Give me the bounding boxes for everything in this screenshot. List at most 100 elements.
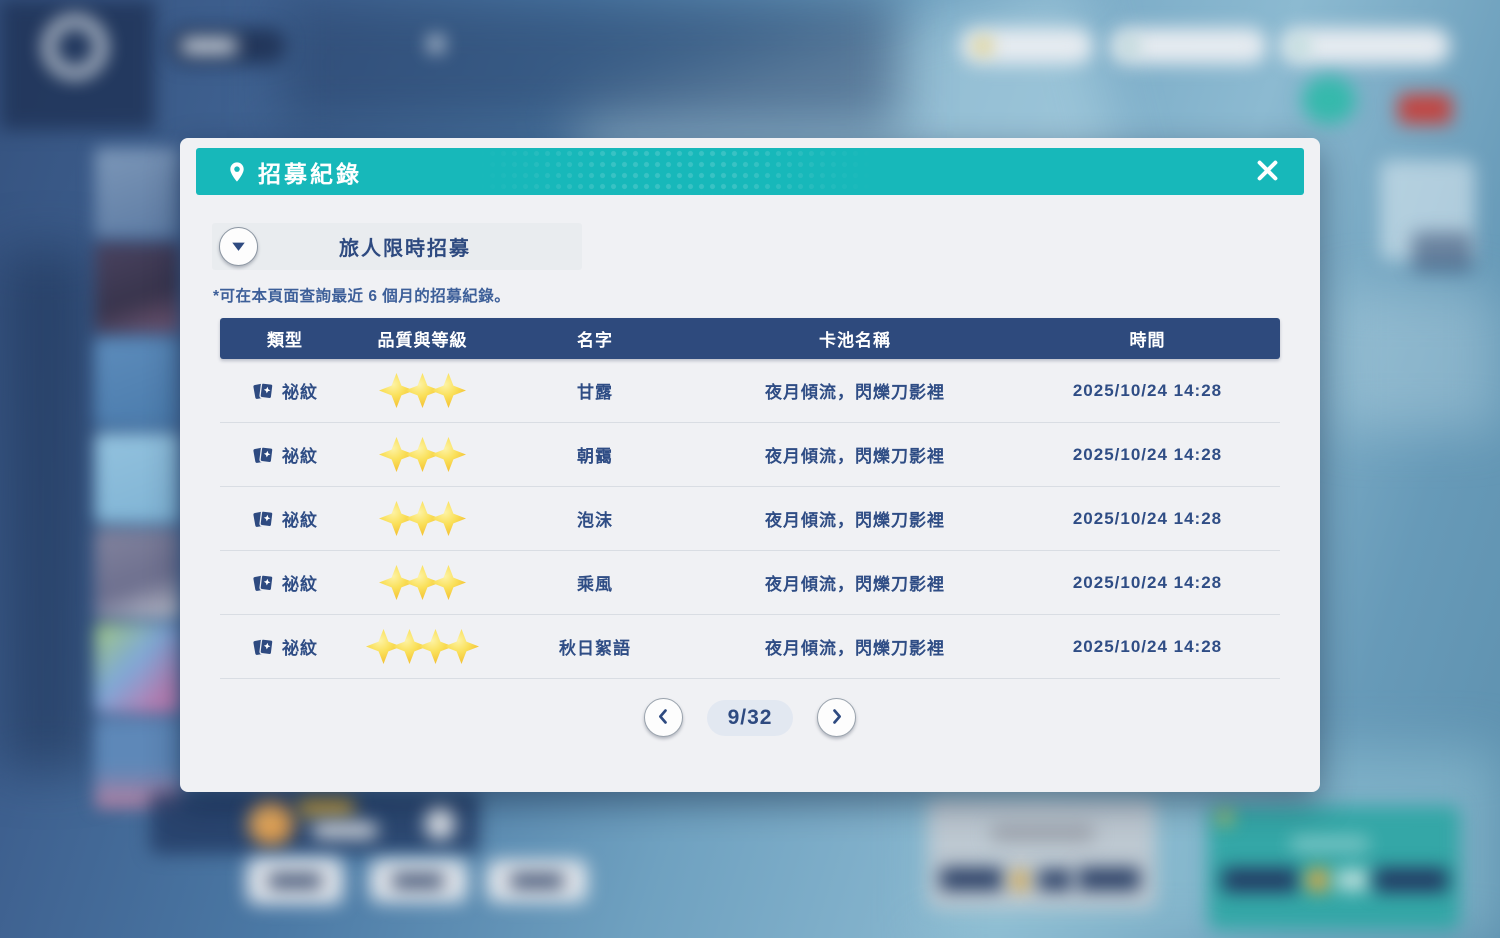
star-rating — [350, 629, 495, 664]
item-name: 朝靄 — [577, 447, 613, 466]
column-header-type: 類型 — [267, 331, 303, 350]
close-button[interactable] — [1244, 150, 1290, 194]
next-page-button[interactable] — [817, 698, 856, 737]
sparkle-star-icon — [431, 501, 466, 536]
bg-blob — [248, 800, 294, 846]
bg-blob — [1292, 38, 1308, 54]
star-rating — [350, 501, 495, 536]
bg-blob — [510, 874, 564, 888]
item-name: 乘風 — [577, 575, 613, 594]
pool-name: 夜月傾流，閃爍刀影裡 — [765, 383, 945, 402]
table-row: 祕紋 乘風 夜月傾流，閃爍刀影裡 2025/10/24 14:28 — [220, 550, 1280, 614]
item-type: 祕紋 — [220, 442, 350, 467]
table-row: 祕紋 甘露 夜月傾流，閃爍刀影裡 2025/10/24 14:28 — [220, 359, 1280, 422]
sparkle-star-icon — [444, 629, 479, 664]
bg-blob — [180, 38, 238, 54]
bg-blob — [940, 868, 1003, 890]
table-row: 祕紋 泡沫 夜月傾流，閃爍刀影裡 2025/10/24 14:28 — [220, 486, 1280, 550]
card-star-icon — [253, 637, 274, 655]
column-header-name: 名字 — [577, 331, 613, 350]
sparkle-star-icon — [431, 437, 466, 472]
bg-blob — [990, 825, 1095, 841]
bg-blob — [1290, 836, 1370, 852]
item-type-label: 祕紋 — [282, 511, 318, 530]
bg-panel — [928, 798, 1156, 908]
bg-banner-list — [95, 148, 180, 808]
chevron-down-icon[interactable] — [219, 227, 258, 266]
card-star-icon — [253, 573, 274, 591]
bg-blob — [1302, 76, 1356, 124]
bg-blob — [0, 250, 95, 770]
table-row: 祕紋 朝靄 夜月傾流，閃爍刀影裡 2025/10/24 14:28 — [220, 422, 1280, 486]
pull-time: 2025/10/24 14:28 — [1072, 380, 1223, 400]
close-icon — [1254, 157, 1281, 187]
page-indicator: 9/32 — [707, 699, 793, 736]
item-type-label: 祕紋 — [282, 575, 318, 594]
prev-page-button[interactable] — [644, 698, 683, 737]
item-type: 祕紋 — [220, 378, 350, 403]
pool-name: 夜月傾流，閃爍刀影裡 — [765, 447, 945, 466]
sparkle-star-icon — [431, 565, 466, 600]
bg-blob — [425, 806, 455, 840]
item-type-label: 祕紋 — [282, 639, 318, 658]
recruitment-records-modal: 招募紀錄 旅人限時招募 *可在本頁面查詢最近 6 個月的招募紀錄。 類型 品質與… — [180, 138, 1320, 792]
star-rating — [350, 373, 495, 408]
item-name: 泡沫 — [577, 511, 613, 530]
chevron-left-icon — [654, 707, 673, 729]
bg-blob — [1078, 868, 1140, 890]
table-row: 祕紋 秋日絮語 夜月傾流，閃爍刀影裡 2025/10/24 14:28 — [220, 614, 1280, 678]
column-header-time: 時間 — [1129, 331, 1166, 350]
pool-name: 夜月傾流，閃爍刀影裡 — [765, 575, 945, 594]
bg-blob — [1336, 870, 1370, 890]
history-range-note: *可在本頁面查詢最近 6 個月的招募紀錄。 — [213, 288, 511, 305]
banner-filter-label: 旅人限時招募 — [339, 238, 471, 260]
bg-blob — [1374, 868, 1448, 892]
item-name: 秋日絮語 — [559, 639, 631, 658]
pool-name: 夜月傾流，閃爍刀影裡 — [765, 639, 945, 658]
pool-name: 夜月傾流，閃爍刀影裡 — [765, 511, 945, 530]
pull-time: 2025/10/24 14:28 — [1072, 508, 1223, 528]
bg-blob — [1011, 871, 1030, 890]
table-body: 祕紋 甘露 夜月傾流，閃爍刀影裡 2025/10/24 14:28 祕紋 朝靄 … — [220, 359, 1280, 679]
chevron-right-icon — [827, 707, 846, 729]
item-name: 甘露 — [577, 383, 613, 402]
bg-player-logo — [44, 16, 106, 78]
item-type: 祕紋 — [220, 506, 350, 531]
bg-blob — [1330, 290, 1500, 430]
bg-blob — [1038, 870, 1072, 890]
bg-currency-pill — [1280, 28, 1450, 64]
pull-time: 2025/10/24 14:28 — [1072, 444, 1223, 464]
bg-blob — [392, 874, 444, 888]
column-header-pool: 卡池名稱 — [819, 331, 891, 350]
bg-blob — [1412, 232, 1472, 272]
modal-header: 招募紀錄 — [196, 148, 1304, 195]
bg-blob — [268, 874, 322, 888]
banner-filter-dropdown[interactable]: 旅人限時招募 — [212, 223, 582, 270]
card-star-icon — [253, 445, 274, 463]
bg-blob — [1306, 868, 1330, 892]
records-table: 類型 品質與等級 名字 卡池名稱 時間 祕紋 甘露 夜月傾流，閃爍刀影裡 202… — [220, 318, 1280, 679]
bg-blob — [428, 36, 444, 52]
modal-title: 招募紀錄 — [258, 160, 362, 187]
item-type-label: 祕紋 — [282, 447, 318, 466]
bg-blob — [312, 822, 378, 838]
card-star-icon — [253, 381, 274, 399]
table-header-row: 類型 品質與等級 名字 卡池名稱 時間 — [220, 318, 1280, 359]
column-header-quality: 品質與等級 — [377, 331, 468, 350]
bg-blob — [1222, 868, 1298, 892]
item-type-label: 祕紋 — [282, 383, 318, 402]
item-type: 祕紋 — [220, 634, 350, 659]
pull-time: 2025/10/24 14:28 — [1072, 636, 1223, 656]
bg-blob — [1122, 38, 1138, 54]
bg-blob — [280, 0, 900, 130]
bg-blob — [975, 38, 991, 54]
bg-blob — [1218, 810, 1232, 824]
sparkle-star-icon — [431, 373, 466, 408]
pull-time: 2025/10/24 14:28 — [1072, 572, 1223, 592]
bg-blob — [298, 798, 354, 816]
star-rating — [350, 437, 495, 472]
bg-blob — [1398, 94, 1452, 124]
pagination: 9/32 — [180, 698, 1320, 737]
card-star-icon — [253, 509, 274, 527]
